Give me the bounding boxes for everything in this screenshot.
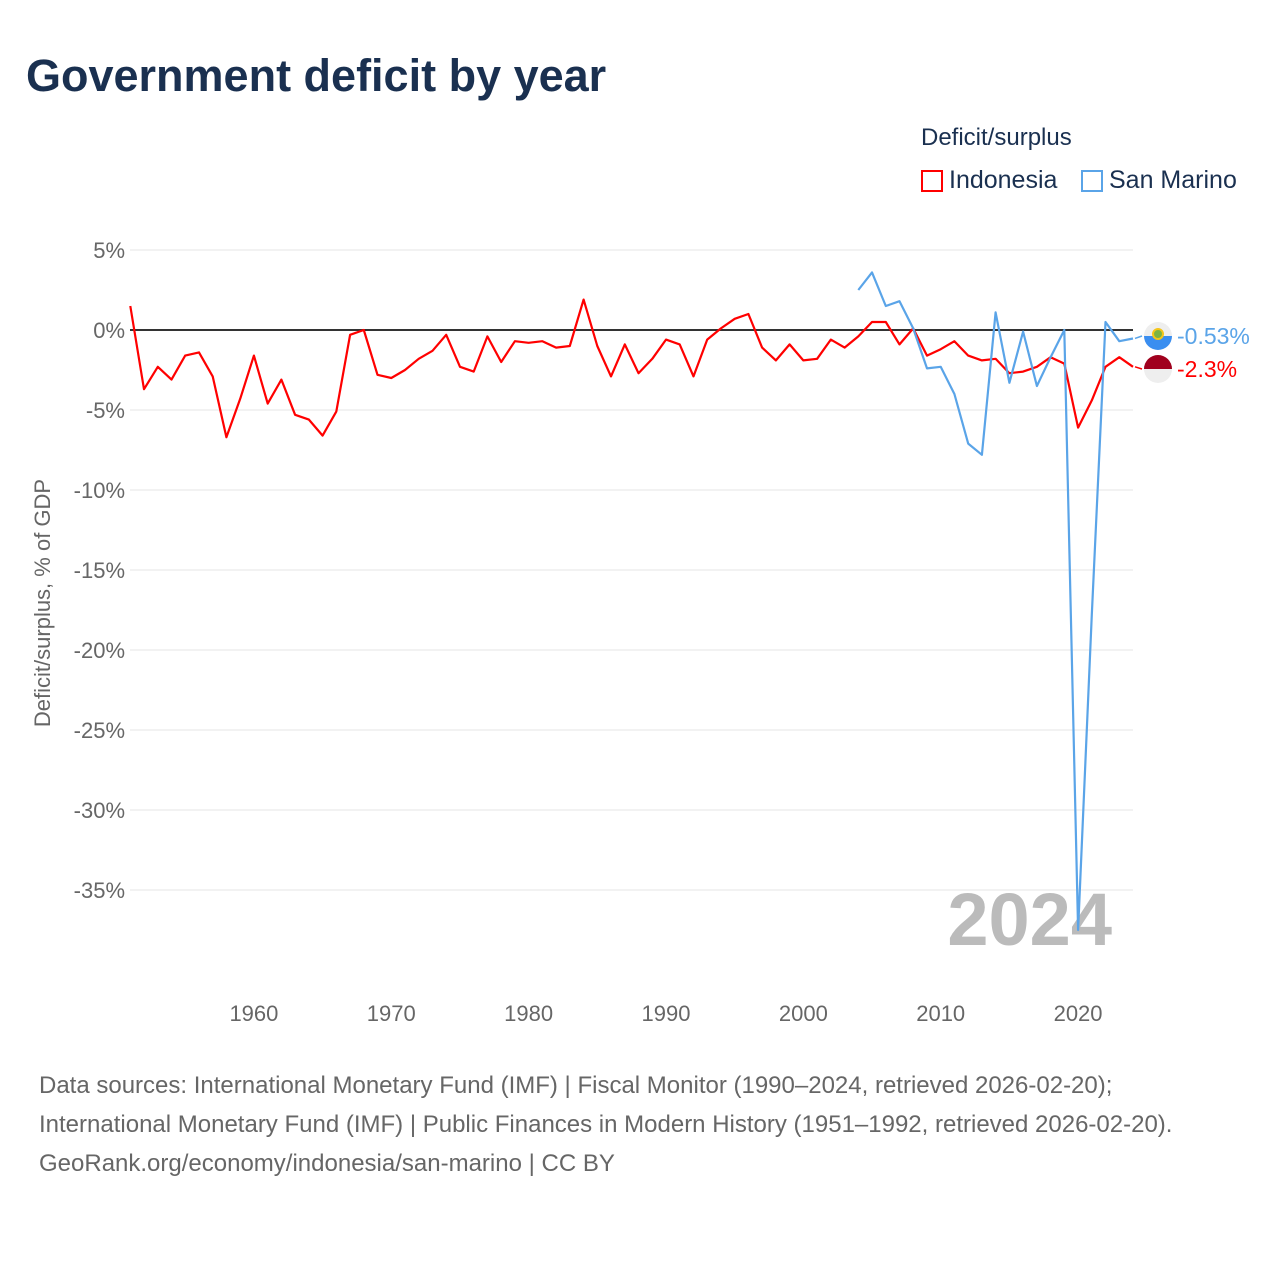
indonesia-flag-red — [1144, 355, 1172, 369]
end-label-indonesia: -2.3% — [1177, 356, 1237, 382]
y-tick-label: -10% — [74, 478, 125, 503]
legend-item-san-marino[interactable]: San Marino — [1081, 166, 1237, 195]
x-tick-label: 2010 — [916, 1001, 965, 1026]
x-tick-label: 1970 — [367, 1001, 416, 1026]
series-line-indonesia — [129, 298, 1134, 439]
connector-line — [1134, 366, 1143, 370]
legend-item-indonesia[interactable]: Indonesia — [921, 166, 1057, 195]
y-tick-label: -30% — [74, 798, 125, 823]
x-tick-label: 1990 — [642, 1001, 691, 1026]
x-tick-label: 2000 — [779, 1001, 828, 1026]
legend-swatch-san-marino — [1081, 169, 1103, 192]
data-sources: Data sources: International Monetary Fun… — [39, 1072, 1173, 1138]
y-tick-label: -20% — [74, 638, 125, 663]
y-tick-label: 0% — [93, 318, 125, 343]
line-chart: 5% 0% -5% -10% -15% -20% -25% -30% -35% 1960 1970 1… — [30, 238, 1250, 1026]
y-tick-label: 5% — [93, 238, 125, 263]
connector-line — [1134, 335, 1143, 340]
x-tick-label: 1960 — [229, 1001, 278, 1026]
legend-title: Deficit/surplus — [921, 124, 1072, 151]
y-tick-label: -35% — [74, 878, 125, 903]
attribution-link[interactable]: GeoRank.org/economy/indonesia/san-marino… — [39, 1150, 615, 1177]
chart-title: Government deficit by year — [26, 50, 607, 101]
legend-label: Indonesia — [949, 166, 1058, 194]
legend-label: San Marino — [1109, 166, 1237, 194]
y-tick-label: -15% — [74, 558, 125, 583]
san-marino-emblem-icon — [1152, 328, 1164, 340]
y-axis-label: Deficit/surplus, % of GDP — [30, 479, 55, 727]
year-watermark: 2024 — [947, 878, 1112, 961]
y-tick-label: -5% — [86, 398, 125, 423]
end-label-san-marino: -0.53% — [1177, 323, 1250, 349]
x-tick-label: 1980 — [504, 1001, 553, 1026]
y-tick-label: -25% — [74, 718, 125, 743]
series-line-san-marino — [857, 271, 1134, 932]
san-marino-flag-blue — [1144, 336, 1172, 350]
footer: Data sources: International Monetary Fun… — [39, 1066, 1239, 1183]
x-tick-label: 2020 — [1054, 1001, 1103, 1026]
legend-swatch-indonesia — [921, 169, 943, 192]
